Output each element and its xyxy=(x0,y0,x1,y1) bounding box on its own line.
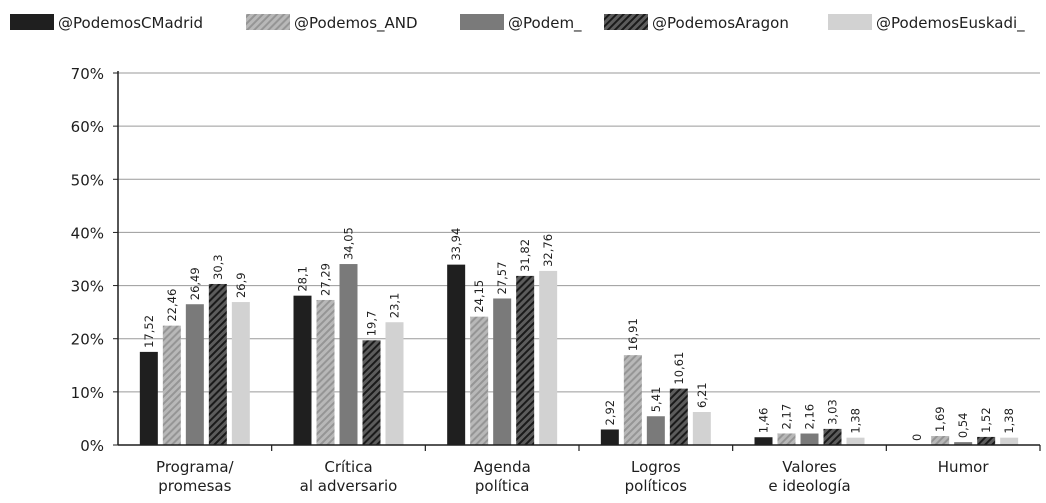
bar-3-cat-6 xyxy=(954,442,973,445)
data-label: 28,1 xyxy=(296,266,310,292)
y-tick-label: 40% xyxy=(71,224,104,242)
bar-4-cat-4 xyxy=(669,388,688,445)
bar-2-cat-3 xyxy=(470,316,489,445)
legend-label-2: @Podemos_AND xyxy=(294,14,418,33)
bar-2-cat-6 xyxy=(931,436,950,445)
gridlines xyxy=(118,72,1040,393)
bar-5-cat-1 xyxy=(231,302,250,445)
x-category-label: e ideología xyxy=(768,477,850,495)
bar-1-cat-1 xyxy=(139,351,158,445)
data-label: 16,91 xyxy=(626,318,640,351)
data-label: 6,21 xyxy=(695,382,709,408)
value-labels: 17,52 22,46 26,49 30,3 26,9 28,1 27,29 34,05 19,… xyxy=(142,227,1016,441)
bar-4-cat-3 xyxy=(516,275,535,445)
y-tick-label: 20% xyxy=(71,331,104,349)
legend-swatch-2 xyxy=(246,14,290,30)
y-tick-label: 0% xyxy=(80,437,104,455)
legend-label-5: @PodemosEuskadi_ xyxy=(876,14,1025,33)
legend-swatch-4 xyxy=(604,14,648,30)
bar-3-cat-5 xyxy=(800,433,819,445)
bar-3-cat-1 xyxy=(185,304,204,445)
data-label: 1,52 xyxy=(979,407,993,433)
data-label: 27,29 xyxy=(319,263,333,296)
bar-4-cat-2 xyxy=(362,340,381,445)
bar-2-cat-2 xyxy=(316,299,335,445)
bar-2-cat-1 xyxy=(162,325,181,445)
data-label: 30,3 xyxy=(211,254,225,280)
x-category-label: Logros xyxy=(631,458,681,476)
data-label: 22,46 xyxy=(165,289,179,322)
data-label: 5,41 xyxy=(649,387,663,413)
bar-2-cat-5 xyxy=(777,433,796,445)
data-label: 26,9 xyxy=(234,272,248,298)
data-label: 3,03 xyxy=(826,399,840,425)
x-category-label: promesas xyxy=(158,477,231,495)
data-label: 1,38 xyxy=(849,408,863,434)
data-label: 27,57 xyxy=(495,262,509,295)
axes: 0% 10% 20% 30% 40% 50% 60% 70% Programa/promesas… xyxy=(71,65,1041,495)
data-label: 31,82 xyxy=(518,239,532,272)
legend-label-3: @Podem_ xyxy=(508,14,582,33)
bar-1-cat-3 xyxy=(447,264,466,445)
data-label: 1,38 xyxy=(1002,408,1016,434)
x-category-label: Humor xyxy=(938,458,990,476)
x-category-label: Crítica xyxy=(324,458,372,476)
bar-3-cat-3 xyxy=(493,298,512,445)
y-tick-label: 30% xyxy=(71,278,104,296)
data-label: 10,61 xyxy=(672,352,686,385)
bar-1-cat-2 xyxy=(293,295,312,445)
data-label: 1,69 xyxy=(933,406,947,432)
x-category-label: política xyxy=(475,477,530,495)
bar-4-cat-5 xyxy=(823,428,842,445)
y-tick-label: 50% xyxy=(71,171,104,189)
data-label: 26,49 xyxy=(188,267,202,300)
legend-label-4: @PodemosAragon xyxy=(652,14,789,32)
data-label: 17,52 xyxy=(142,315,156,348)
data-label: 2,92 xyxy=(603,400,617,426)
bar-5-cat-3 xyxy=(539,270,558,445)
bar-5-cat-2 xyxy=(385,322,404,445)
legend-swatch-1 xyxy=(10,14,54,30)
data-label: 2,17 xyxy=(780,404,794,430)
y-tick-label: 60% xyxy=(71,118,104,136)
data-label: 0,54 xyxy=(956,413,970,439)
data-label: 24,15 xyxy=(472,280,486,313)
data-label: 33,94 xyxy=(449,228,463,261)
data-label: 23,1 xyxy=(388,293,402,319)
y-tick-label: 70% xyxy=(71,65,104,83)
bar-4-cat-6 xyxy=(977,436,996,445)
data-label: 34,05 xyxy=(342,227,356,260)
legend-label-1: @PodemosCMadrid xyxy=(58,14,203,32)
bar-5-cat-6 xyxy=(1000,437,1019,445)
x-category-label: al adversario xyxy=(300,477,398,495)
bar-4-cat-1 xyxy=(208,283,227,445)
bar-1-cat-4 xyxy=(600,429,619,445)
data-label: 32,76 xyxy=(541,234,555,267)
bar-3-cat-4 xyxy=(646,416,665,445)
legend: @PodemosCMadrid @Podemos_AND @Podem_ @Podem… xyxy=(10,14,1025,33)
bar-1-cat-5 xyxy=(754,437,773,445)
x-category-label: Agenda xyxy=(474,458,531,476)
bar-2-cat-4 xyxy=(623,355,642,445)
x-category-label: Programa/ xyxy=(156,458,234,476)
bar-3-cat-2 xyxy=(339,264,358,445)
x-category-label: Valores xyxy=(782,458,837,476)
legend-swatch-5 xyxy=(828,14,872,30)
x-category-label: políticos xyxy=(625,477,688,495)
data-label: 2,16 xyxy=(803,404,817,430)
y-tick-label: 10% xyxy=(71,384,104,402)
legend-swatch-3 xyxy=(460,14,504,30)
bars xyxy=(139,264,1019,445)
bar-5-cat-4 xyxy=(692,411,711,445)
bar-5-cat-5 xyxy=(846,437,865,445)
data-label: 1,46 xyxy=(757,408,771,434)
data-label: 0 xyxy=(910,434,924,441)
data-label: 19,7 xyxy=(365,311,379,337)
